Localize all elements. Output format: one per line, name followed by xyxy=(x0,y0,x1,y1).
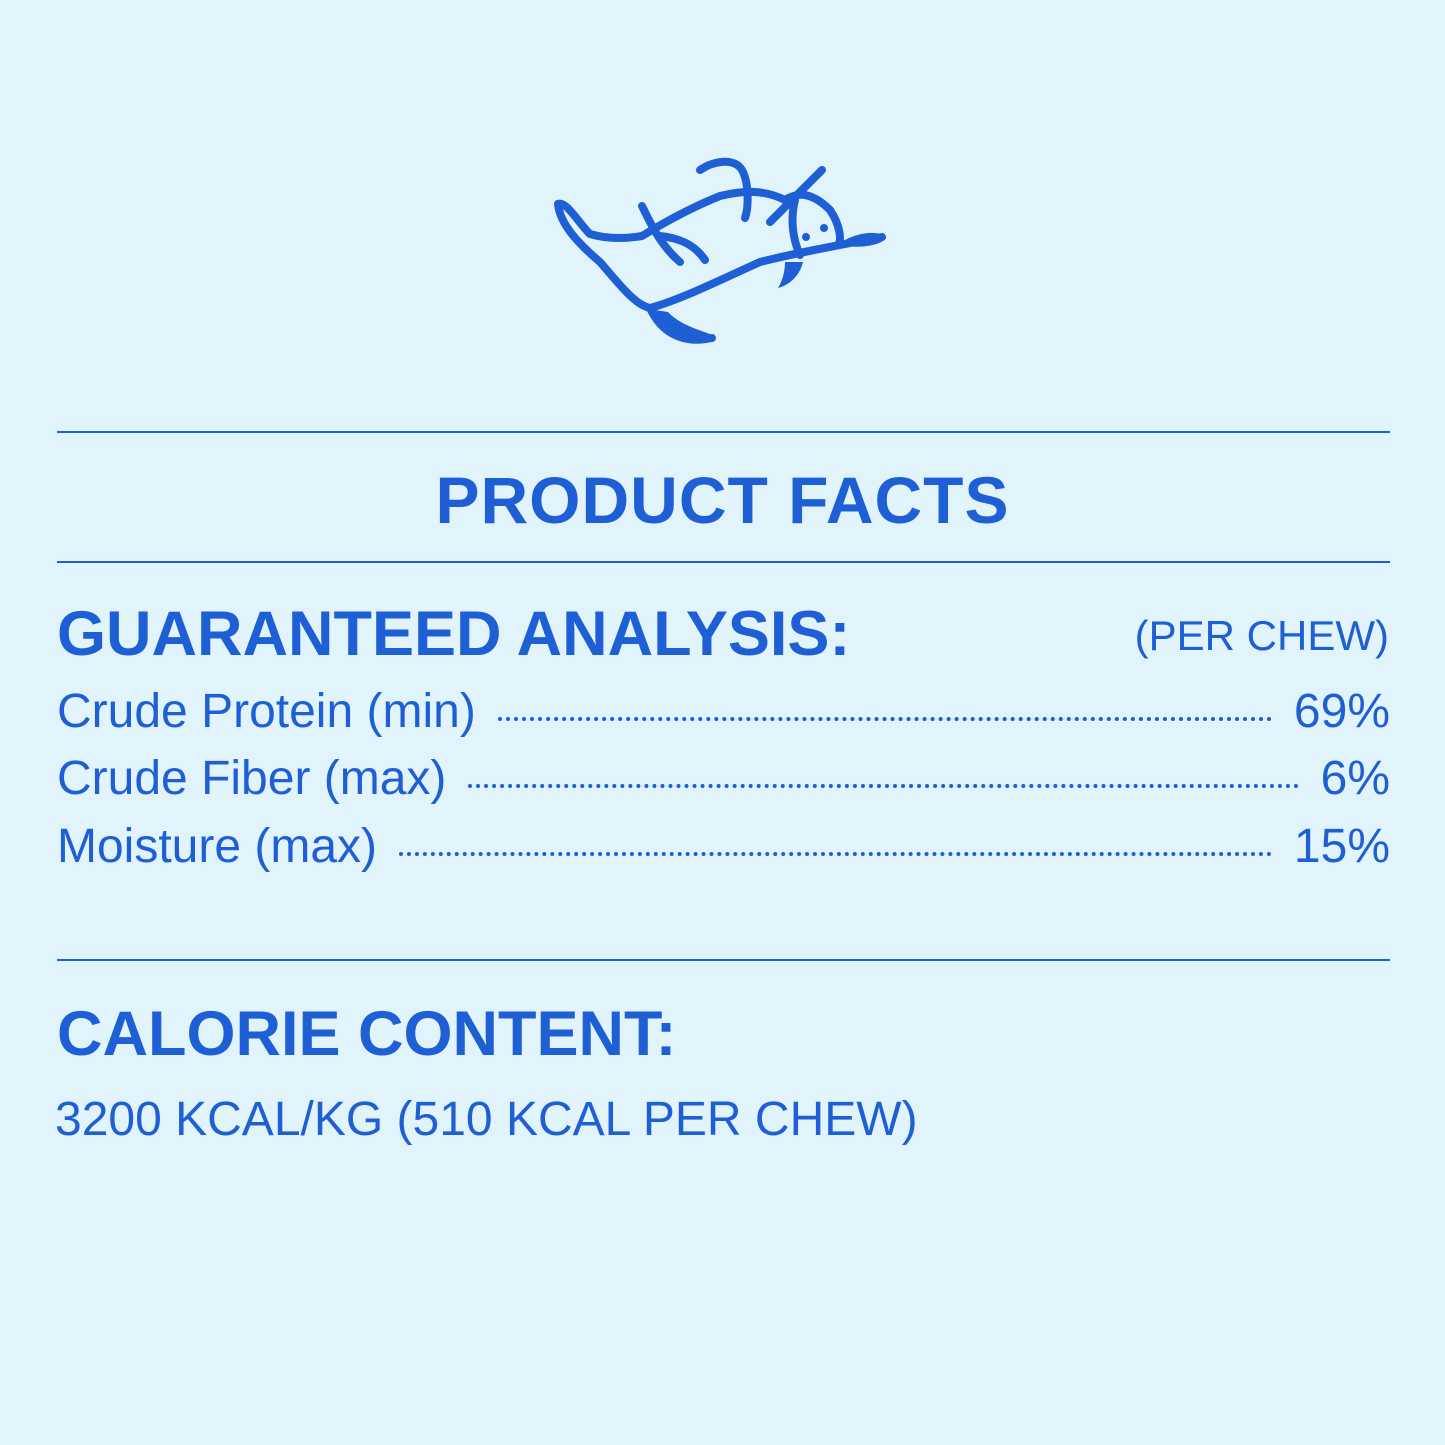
row-value: 15% xyxy=(1293,820,1390,873)
divider-calorie xyxy=(57,959,1390,961)
row-value: 69% xyxy=(1293,685,1390,738)
row-label: Moisture (max) xyxy=(57,820,378,873)
calorie-text: 3200 KCAL/KG (510 KCAL PER CHEW) xyxy=(55,1093,918,1146)
page-title: PRODUCT FACTS xyxy=(435,463,1010,537)
row-label: Crude Protein (min) xyxy=(57,685,476,738)
row-value: 6% xyxy=(1320,752,1390,805)
dot-leader xyxy=(497,717,1272,721)
dot-leader xyxy=(468,784,1299,788)
row-label: Crude Fiber (max) xyxy=(57,752,447,805)
calorie-heading: CALORIE CONTENT: xyxy=(57,999,677,1069)
divider-top xyxy=(57,431,1390,433)
dog-illustration-icon xyxy=(554,157,886,344)
analysis-row: Crude Fiber (max) 6% xyxy=(57,751,1390,806)
analysis-unit: (PER CHEW) xyxy=(1134,612,1389,659)
analysis-row: Moisture (max) 15% xyxy=(57,819,1390,874)
dot-leader xyxy=(399,852,1272,856)
divider-title xyxy=(57,561,1390,563)
analysis-row: Crude Protein (min) 69% xyxy=(57,684,1390,739)
analysis-heading: GUARANTEED ANALYSIS: xyxy=(57,599,851,669)
